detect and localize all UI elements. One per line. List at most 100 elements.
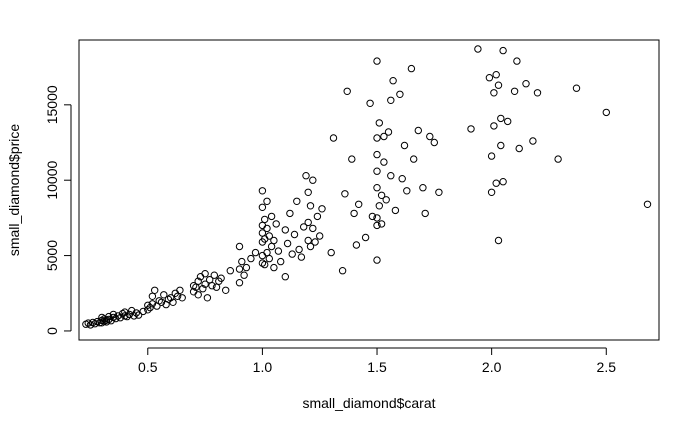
data-point <box>375 202 383 210</box>
data-point <box>157 298 166 306</box>
data-point <box>513 57 521 65</box>
data-point <box>329 134 338 142</box>
data-point <box>382 196 390 204</box>
data-point <box>373 57 381 65</box>
data-point <box>274 247 283 255</box>
data-point <box>529 137 537 145</box>
data-point <box>263 197 271 206</box>
data-point <box>338 267 347 275</box>
data-point <box>178 294 186 302</box>
data-point <box>430 138 438 147</box>
data-point <box>343 87 351 96</box>
data-point <box>309 176 317 184</box>
data-point <box>267 242 276 251</box>
data-point <box>235 279 244 287</box>
data-point <box>201 280 209 288</box>
data-point <box>522 80 530 88</box>
data-point <box>144 306 152 314</box>
data-point <box>494 81 503 89</box>
data-point <box>572 84 581 92</box>
data-point <box>377 191 386 200</box>
data-point <box>510 87 519 96</box>
data-point <box>125 310 134 319</box>
data-point <box>263 248 271 257</box>
data-point <box>240 271 248 279</box>
data-point <box>497 114 505 123</box>
data-point <box>272 220 280 228</box>
data-point <box>407 64 416 73</box>
data-point <box>251 248 260 257</box>
y-axis: 0 5000 10000 15000 <box>44 85 72 335</box>
data-point <box>270 263 278 272</box>
data-point <box>194 277 202 285</box>
x-tick-label: 2.5 <box>597 359 617 375</box>
data-point <box>373 214 381 222</box>
data-point <box>226 267 235 275</box>
data-point <box>410 155 418 163</box>
data-point <box>210 271 219 279</box>
data-point <box>352 241 361 249</box>
data-point <box>380 158 388 166</box>
data-point <box>306 242 315 251</box>
data-point <box>194 291 202 299</box>
data-point <box>293 197 301 206</box>
data-point <box>290 230 299 239</box>
data-point <box>277 257 285 266</box>
data-point <box>313 212 322 221</box>
data-point <box>146 303 154 312</box>
x-axis: 0.5 1.0 1.5 2.0 2.5 <box>138 347 617 375</box>
data-point <box>151 286 159 294</box>
data-point <box>400 141 409 150</box>
data-point <box>169 298 177 306</box>
data-point <box>414 126 422 135</box>
data-point <box>238 257 246 266</box>
y-tick-label: 0 <box>44 327 60 335</box>
data-point <box>265 254 273 263</box>
data-point <box>247 254 255 263</box>
data-point <box>389 77 397 85</box>
data-point <box>368 212 377 221</box>
data-point <box>391 206 400 215</box>
data-point <box>419 184 427 192</box>
x-tick-label: 1.0 <box>253 359 273 375</box>
data-point <box>302 172 310 180</box>
data-point <box>286 209 294 218</box>
data-point <box>306 202 315 210</box>
data-point <box>435 188 443 197</box>
data-point <box>281 273 289 281</box>
data-point <box>167 294 175 302</box>
data-point <box>258 221 267 230</box>
y-axis-label: small_diamond$price <box>6 124 22 257</box>
data-point <box>497 141 505 150</box>
data-point <box>384 128 393 136</box>
data-point <box>396 90 404 99</box>
data-point <box>148 292 157 300</box>
data-point <box>350 209 358 218</box>
data-point <box>258 251 267 260</box>
y-tick-label: 5000 <box>44 240 60 271</box>
data-point <box>492 71 500 79</box>
data-point <box>201 270 209 278</box>
x-tick-label: 2.0 <box>482 359 502 375</box>
data-point <box>288 250 296 258</box>
data-point <box>375 119 383 127</box>
data-point <box>281 226 289 234</box>
data-point <box>403 187 411 195</box>
data-point <box>499 46 507 55</box>
data-point <box>265 232 273 240</box>
data-point <box>309 224 317 233</box>
data-point <box>258 187 267 195</box>
data-point <box>515 144 523 153</box>
data-point <box>123 312 131 321</box>
x-tick-label: 0.5 <box>138 359 158 375</box>
data-point <box>485 74 494 82</box>
data-point <box>297 253 306 261</box>
data-point <box>373 256 381 264</box>
data-point <box>121 308 129 316</box>
data-point <box>377 220 386 228</box>
data-point <box>295 245 303 254</box>
y-tick-label: 10000 <box>44 161 60 200</box>
data-point <box>242 263 251 272</box>
data-point <box>499 178 507 186</box>
data-point <box>283 239 292 248</box>
